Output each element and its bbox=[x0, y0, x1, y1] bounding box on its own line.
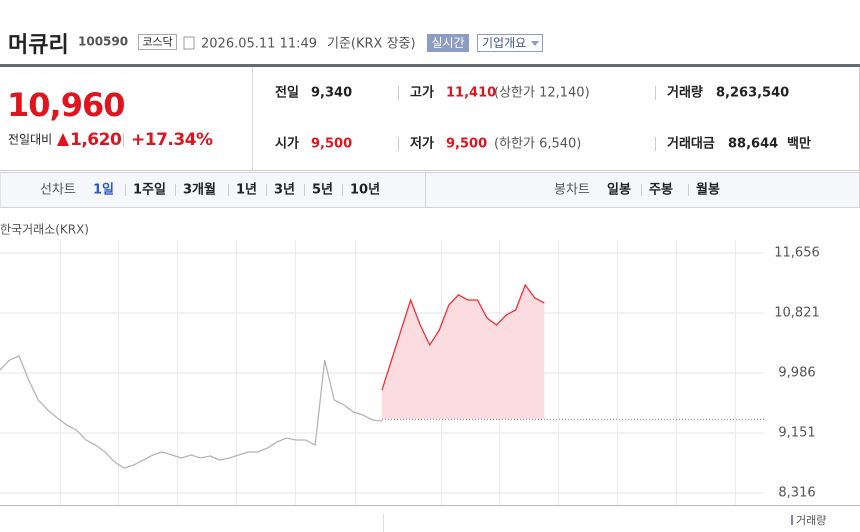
period-tab[interactable]: 일봉 bbox=[607, 183, 631, 198]
volume-value: 8,263,540 bbox=[716, 86, 789, 101]
open-value: 9,500 bbox=[311, 137, 352, 152]
y-tick-label: 11,656 bbox=[774, 246, 820, 261]
header-rule bbox=[0, 64, 860, 67]
change-label: 전일대비 bbox=[8, 133, 52, 147]
market-badge bbox=[138, 34, 177, 50]
icon bbox=[183, 36, 195, 50]
period-tab[interactable]: 주봉 bbox=[649, 183, 673, 198]
amount-value: 88,644 bbox=[728, 137, 778, 152]
dropdown-arrow bbox=[531, 41, 539, 46]
period-tab[interactable]: 1일 bbox=[93, 183, 114, 198]
period-tab[interactable]: 3년 bbox=[274, 183, 295, 198]
y-tick-label: 8,316 bbox=[778, 486, 815, 501]
datetime: 2026.05.11 11:49 bbox=[201, 37, 317, 52]
prev-value: 9,340 bbox=[311, 86, 352, 101]
line bbox=[0, 355, 383, 469]
period-tab[interactable]: 3개월 bbox=[183, 182, 216, 198]
basis: 기준(KRX 장중) bbox=[327, 37, 416, 52]
source: 한국거래소(KRX) bbox=[0, 223, 89, 237]
volume-label: 거래량 bbox=[667, 86, 703, 101]
realtime-button[interactable] bbox=[427, 34, 469, 52]
low-label: 저가 bbox=[410, 137, 434, 152]
chart: 8,316 9,151 9,986 10,821 11,656 bbox=[0, 240, 820, 505]
market: 코스닥 bbox=[142, 36, 172, 49]
high-label: 고가 bbox=[410, 86, 434, 101]
low-value: 9,500 bbox=[446, 137, 487, 152]
up-triangle bbox=[57, 133, 69, 146]
line bbox=[381, 283, 545, 391]
volume-legend: 거래량 bbox=[796, 514, 826, 527]
high-value: 11,410 bbox=[446, 86, 496, 101]
y-tick-label: 9,986 bbox=[778, 366, 815, 381]
upper-limit: (상한가 12,140) bbox=[494, 86, 590, 101]
amount-unit: 백만 bbox=[787, 136, 811, 152]
tabs: 선차트 1일 1주일 3개월 1년 3년 5년 10년 봉차트 일봉 주봉 월봉 bbox=[40, 182, 720, 198]
lower-limit: (하한가 6,540) bbox=[494, 137, 581, 152]
company-label: 기업개요 bbox=[482, 36, 526, 50]
current-price: 10,960 bbox=[7, 86, 124, 124]
period-tab[interactable]: 1년 bbox=[236, 183, 257, 198]
y-tick-label: 9,151 bbox=[778, 426, 815, 441]
company-button[interactable] bbox=[477, 34, 543, 52]
open-label: 시가 bbox=[275, 137, 299, 152]
period-tab[interactable]: 월봉 bbox=[696, 182, 720, 198]
period-tab[interactable]: 10년 bbox=[350, 183, 380, 198]
tab-bar bbox=[0, 172, 860, 208]
tab-label: 봉차트 bbox=[554, 183, 590, 198]
stock-name: 머큐리 bbox=[8, 33, 69, 58]
period-tab[interactable]: 1주일 bbox=[133, 183, 166, 198]
prev-label: 전일 bbox=[275, 85, 299, 101]
stock-code: 100590 bbox=[78, 35, 128, 49]
area bbox=[382, 284, 545, 420]
change-pct: +17.34% bbox=[131, 130, 213, 150]
period-tab[interactable]: 5년 bbox=[312, 183, 333, 198]
change: 1,620 bbox=[70, 130, 122, 150]
volume-legend-swatch bbox=[791, 515, 793, 525]
amount-label: 거래대금 bbox=[667, 137, 715, 152]
y-tick-label: 10,821 bbox=[774, 306, 820, 321]
realtime-label: 실시간 bbox=[431, 36, 464, 50]
tab-label: 선차트 bbox=[40, 183, 76, 198]
